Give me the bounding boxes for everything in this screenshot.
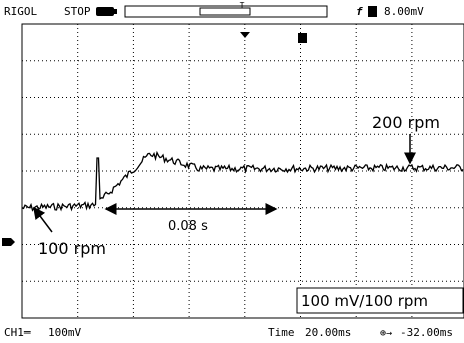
brand: RIGOL <box>4 5 37 18</box>
time-offset: -32.00ms <box>400 326 453 339</box>
offset-icon: ⊕→ <box>380 328 392 339</box>
trigger-level-marker <box>298 33 307 43</box>
lower-speed-label: 100 rpm <box>38 239 106 258</box>
volts-per-div: 100mV <box>48 326 81 339</box>
time-per-div: 20.00ms <box>305 326 351 339</box>
upper-speed-label: 200 rpm <box>372 113 440 132</box>
battery-tip <box>114 9 117 14</box>
duration-label: 0.08 s <box>168 219 208 234</box>
scale-label: 100 mV/100 rpm <box>301 292 428 310</box>
run-status: STOP <box>64 5 91 18</box>
battery-icon <box>96 7 114 16</box>
channel-icon <box>368 6 377 17</box>
trigger-level: 8.00mV <box>384 5 424 18</box>
scope-screen: RIGOL STOP T f 8.00mV 200 rpm 100 rpm 0.… <box>0 0 464 343</box>
time-label: Time <box>268 326 295 339</box>
trigger-edge: f <box>356 5 363 18</box>
trigger-position: T <box>240 1 245 10</box>
channel-label: CH1═ <box>4 326 31 339</box>
